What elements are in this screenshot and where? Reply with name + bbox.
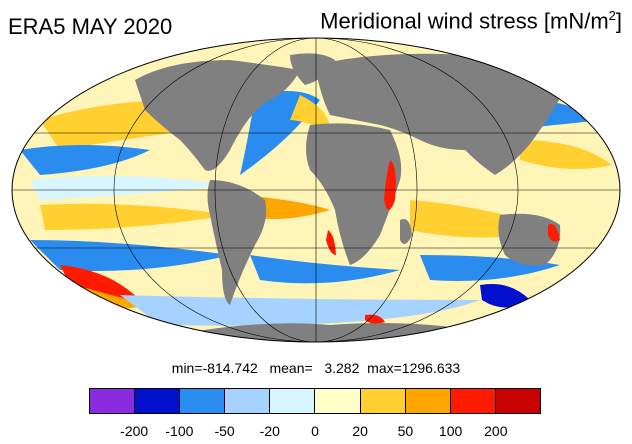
colorbar-swatch [180, 389, 226, 413]
colorbar-tick-label: 200 [484, 423, 508, 439]
southern-ocean-blue [120, 295, 480, 326]
pacific-north-blue [20, 145, 150, 175]
newzealand-red [548, 224, 560, 242]
colorbar-swatch [270, 389, 316, 413]
colorbar-tick-label: -100 [165, 423, 194, 439]
colorbar-swatch [405, 389, 451, 413]
pacific-south-orange [40, 203, 230, 230]
colorbar-swatch [450, 389, 496, 413]
colorbar [89, 388, 541, 414]
colorbar-tick-label: 0 [311, 423, 319, 439]
variable-title: Meridional wind stress [mN/m2] [320, 8, 622, 34]
statistics-line: min=-814.742 mean= 3.282 max=1296.633 [171, 360, 461, 376]
atlantic-north-orange [290, 95, 330, 130]
antarctica [150, 322, 500, 342]
colorbar-swatch [360, 389, 406, 413]
colorbar-tick-label: 50 [397, 423, 414, 439]
pacific-south-red [60, 265, 140, 301]
weddell-red [365, 314, 385, 324]
madagascar [400, 219, 412, 244]
pacific-equatorial-light [30, 176, 230, 200]
colorbar-swatch [225, 389, 271, 413]
colorbar-tick-label: 20 [352, 423, 368, 439]
colorbar-labels: -200 -100 -50 -20 0 20 50 100 200 [0, 423, 632, 441]
globe-outline [11, 37, 621, 343]
atlantic-south-blue [250, 255, 400, 284]
colorbar-swatch [90, 389, 136, 413]
map-title: ERA5 MAY 2020 [8, 14, 173, 39]
colorbar-swatch [495, 389, 540, 413]
colorbar-swatch [135, 389, 181, 413]
south-america [207, 180, 267, 305]
east-africa-red [384, 160, 396, 210]
colorbar-tick-label: -20 [259, 423, 280, 439]
southwest-africa-red [326, 230, 336, 255]
colorbar-tick-label: 100 [438, 423, 463, 439]
colorbar-tick-label: -50 [214, 423, 235, 439]
greenland [290, 53, 335, 85]
west-pacific-orange [520, 140, 612, 169]
australia [498, 213, 561, 266]
africa [306, 123, 402, 265]
north-america [135, 60, 300, 171]
graticule [12, 38, 620, 342]
colorbar-tick-label: -200 [120, 423, 149, 439]
australia-south-darkblue [480, 284, 530, 308]
eurasia [315, 53, 570, 175]
colorbar-swatch [315, 389, 361, 413]
